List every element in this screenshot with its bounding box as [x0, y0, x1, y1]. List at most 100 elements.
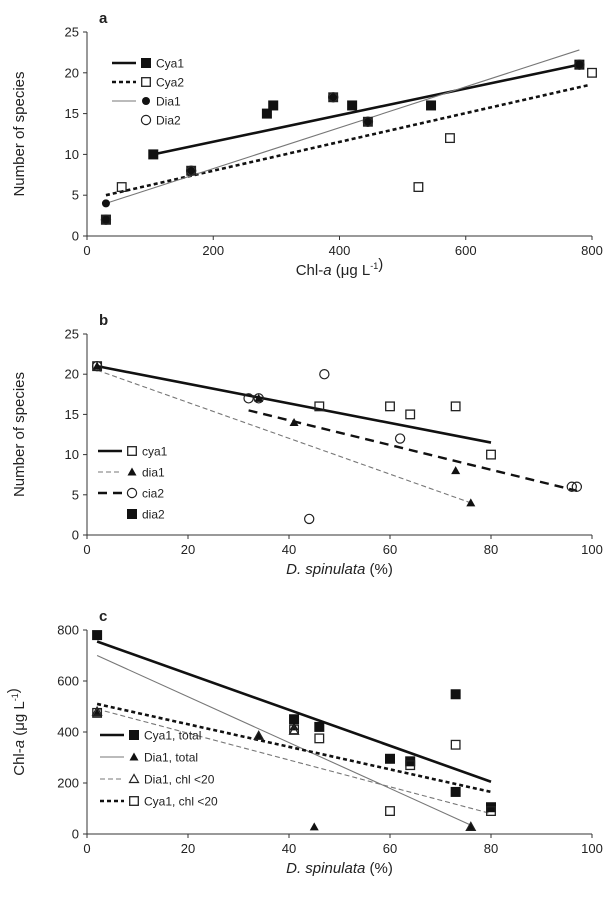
legend-label: cia2	[142, 487, 164, 501]
y-axis-label: Number of species	[11, 372, 28, 497]
data-point-dia1	[466, 498, 475, 506]
data-point-dia1-total	[310, 822, 319, 830]
legend-label: cya1	[142, 445, 168, 459]
y-tick-label: 400	[57, 725, 79, 740]
y-tick-label: 0	[72, 827, 79, 842]
y-axis-label: Number of species	[11, 71, 28, 196]
x-tick-label: 20	[181, 542, 195, 557]
x-axis-label: D. spinulata (%)	[286, 561, 393, 578]
data-point-dia1	[187, 167, 195, 175]
data-point-dia1	[102, 199, 110, 207]
data-point-cya1	[406, 410, 415, 419]
data-point-cya1	[426, 100, 436, 110]
legend-label: Dia1, total	[144, 751, 198, 765]
legend: Cya1, total Dia1, total Dia1, chl <20 Cya1,…	[100, 729, 218, 809]
panel-a: 05101520250 200 400 600 800aChl-a (μg L-1)Nu…	[11, 10, 603, 279]
x-tick-label: 0	[83, 243, 90, 258]
x-tick-label: 60	[383, 542, 397, 557]
y-tick-label: 200	[57, 776, 79, 791]
legend-label: Dia1, chl <20	[144, 773, 215, 787]
x-tick-label: 200	[202, 243, 224, 258]
x-tick-label: 20	[181, 841, 195, 856]
data-point-cya2	[117, 183, 126, 192]
data-point-cya1-total	[451, 689, 461, 699]
legend-label: dia2	[142, 508, 165, 522]
y-tick-label: 20	[65, 367, 79, 382]
data-point-cya2	[588, 69, 597, 78]
data-point-cya1-chl-20	[315, 734, 324, 743]
legend-label: Cya1	[156, 57, 184, 71]
legend-marker	[130, 753, 139, 761]
fit-line-cya1	[97, 366, 491, 442]
legend-label: Dia2	[156, 114, 181, 128]
panel-c: 0 200 400 600 800 0 20 40 60 80 100 c D. spinulata (…	[5, 608, 603, 877]
y-tick-label: 10	[65, 147, 79, 162]
data-point-cya2	[414, 183, 423, 192]
legend-marker	[142, 78, 151, 87]
legend-label: Cya1, chl <20	[144, 795, 218, 809]
legend-marker	[127, 509, 137, 519]
y-tick-label: 800	[57, 623, 79, 638]
x-tick-label: 100	[581, 542, 603, 557]
x-tick-label: 0	[83, 542, 90, 557]
x-tick-label: 40	[282, 841, 296, 856]
legend-marker	[127, 488, 136, 497]
legend-marker	[128, 447, 137, 456]
legend-label: Cya1, total	[144, 729, 201, 743]
legend: Cya1 Cya2 Dia1 Dia2	[112, 57, 184, 128]
legend-label: Dia1	[156, 95, 181, 109]
y-tick-label: 0	[72, 528, 79, 543]
x-tick-label: 80	[484, 841, 498, 856]
y-tick-label: 5	[72, 487, 79, 502]
x-tick-label: 100	[581, 841, 603, 856]
legend-marker	[141, 58, 151, 68]
y-tick-label: 10	[65, 447, 79, 462]
data-point-cya2	[446, 134, 455, 143]
data-point-cya1-total	[385, 754, 395, 764]
x-tick-label: 800	[581, 243, 603, 258]
data-point-cya1	[148, 149, 158, 159]
x-tick-label: 80	[484, 542, 498, 557]
data-point-cya1-total	[92, 630, 102, 640]
y-tick-label: 15	[65, 106, 79, 121]
x-tick-label: 40	[282, 542, 296, 557]
panel-letter: b	[99, 312, 108, 329]
data-point-cya1-total	[314, 722, 324, 732]
y-tick-label: 15	[65, 407, 79, 422]
y-tick-label: 0	[72, 229, 79, 244]
legend-marker	[128, 468, 137, 476]
x-axis-label: D. spinulata (%)	[286, 860, 393, 877]
panel-b: 0 5 10 15 20 25 0 20 40 60 80 100 b D. spinulata (%) N…	[11, 312, 603, 578]
data-point-cya1	[347, 100, 357, 110]
y-tick-label: 25	[65, 327, 79, 342]
data-point-cya1	[451, 402, 460, 411]
data-point-cia2	[396, 434, 405, 443]
y-tick-label: 600	[57, 674, 79, 689]
data-point-dia1	[451, 466, 460, 474]
x-tick-label: 400	[329, 243, 351, 258]
x-axis-label: Chl-a (μg L-1)	[296, 256, 384, 279]
legend-marker	[129, 730, 139, 740]
y-tick-label: 25	[65, 25, 79, 40]
data-point-dia1	[364, 118, 372, 126]
data-point-cya1-chl-20	[386, 807, 395, 816]
data-point-cya1	[268, 100, 278, 110]
data-point-cya1	[487, 450, 496, 459]
data-point-cia2	[320, 370, 329, 379]
legend-marker	[141, 115, 150, 124]
data-point-cia2	[305, 514, 314, 523]
legend-marker	[130, 775, 139, 783]
y-tick-label: 5	[72, 188, 79, 203]
fit-line-dia1	[97, 370, 471, 503]
fit-line-cya1	[153, 65, 579, 155]
legend-marker	[130, 797, 139, 806]
panel-letter: a	[99, 10, 108, 27]
data-point-cya1	[386, 402, 395, 411]
data-point-dia1	[575, 61, 583, 69]
x-tick-label: 60	[383, 841, 397, 856]
legend-label: Cya2	[156, 76, 184, 90]
y-axis-label: Chl-a (μg L-1)	[5, 688, 28, 776]
data-point-cya1-total	[451, 787, 461, 797]
panel-letter: c	[99, 608, 107, 625]
